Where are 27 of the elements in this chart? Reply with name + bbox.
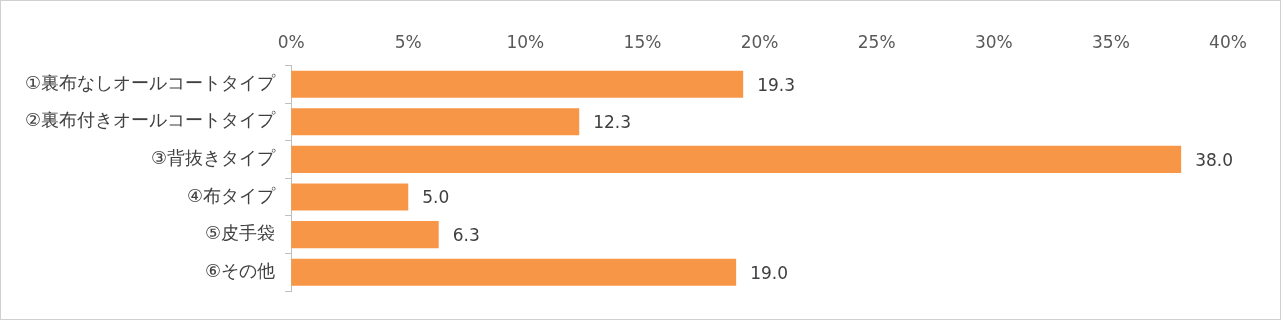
- y-tick-label: ⑥その他: [205, 259, 276, 281]
- data-label: 19.3: [757, 74, 796, 95]
- x-tick-label: 40%: [1209, 31, 1247, 52]
- data-label: 19.0: [750, 262, 789, 283]
- y-tick-label: ④布タイプ: [187, 184, 277, 206]
- x-tick-label: 25%: [857, 31, 896, 52]
- x-tick-label: 15%: [623, 31, 662, 52]
- x-tick-label: 0%: [277, 31, 305, 52]
- x-tick-label: 35%: [1091, 31, 1130, 52]
- data-label: 6.3: [452, 225, 480, 246]
- bar: [291, 70, 744, 98]
- x-tick-label: 30%: [974, 31, 1013, 52]
- x-tick-label: 20%: [740, 31, 779, 52]
- bar: [291, 145, 1182, 173]
- y-tick-label: ③背抜きタイプ: [151, 147, 277, 169]
- bar: [291, 258, 737, 286]
- x-tick-label: 10%: [506, 31, 545, 52]
- bar: [291, 221, 439, 249]
- y-tick-label: ②裏布付きオールコートタイプ: [25, 109, 277, 131]
- x-tick-label: 5%: [394, 31, 422, 52]
- bar: [291, 183, 409, 211]
- y-tick-label: ①裏布なしオールコートタイプ: [25, 71, 277, 93]
- bar: [291, 108, 580, 136]
- data-label: 38.0: [1195, 149, 1234, 170]
- data-label: 12.3: [593, 112, 632, 133]
- y-tick-label: ⑤皮手袋: [205, 222, 276, 244]
- data-label: 5.0: [422, 187, 450, 208]
